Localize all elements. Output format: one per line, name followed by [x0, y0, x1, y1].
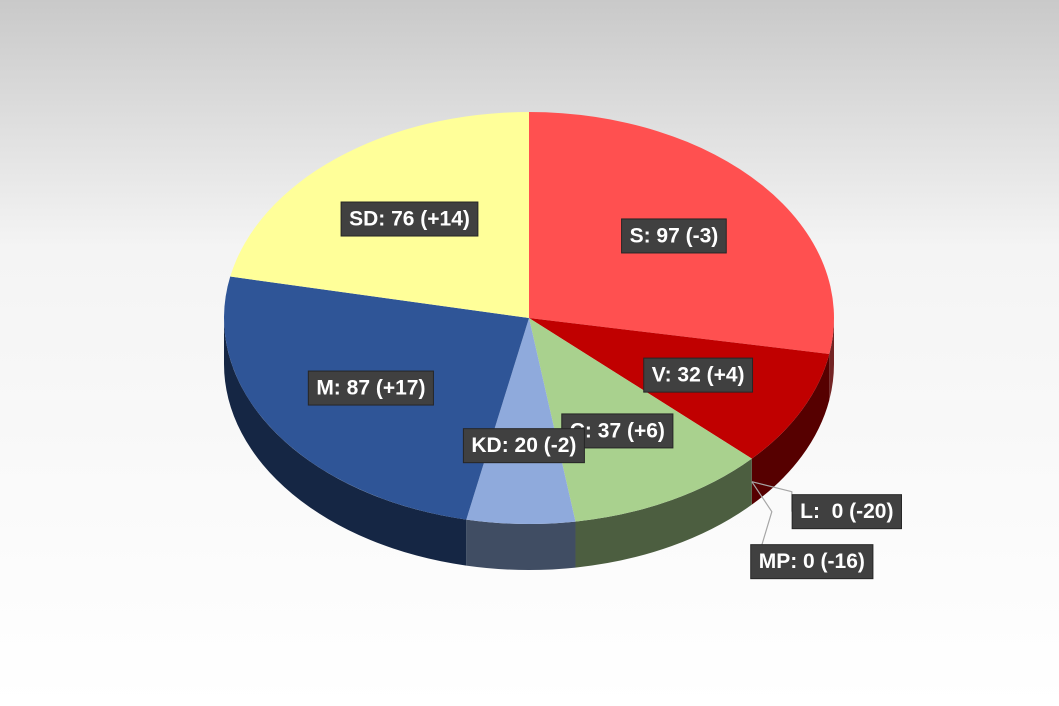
data-label: L: 0 (-20)	[791, 494, 902, 530]
label-box	[307, 370, 434, 406]
label-text: M: 87 (+17)	[316, 377, 425, 400]
label-box	[462, 428, 585, 464]
data-label: MP: 0 (-16)	[750, 544, 874, 580]
label-box	[643, 357, 754, 393]
data-label: SD: 76 (+14)	[340, 201, 479, 237]
data-label: S: 97 (-3)	[621, 218, 727, 254]
data-label: KD: 20 (-2)	[462, 428, 585, 464]
label-text: C: 37 (+6)	[570, 419, 665, 442]
slice-side	[751, 353, 830, 505]
label-text: S: 97 (-3)	[630, 224, 719, 247]
label-box	[750, 544, 874, 580]
data-label: M: 87 (+17)	[307, 370, 434, 406]
slice-side	[575, 458, 752, 568]
pie-sides	[224, 318, 834, 570]
data-label: V: 32 (+4)	[643, 357, 754, 393]
slice	[466, 318, 576, 524]
label-text: L: 0 (-20)	[800, 500, 893, 523]
label-box	[621, 218, 727, 254]
slice-side	[829, 318, 834, 400]
data-labels: S: 97 (-3) V: 32 (+4) L: 0 (-20) MP: 0 (-16…	[307, 201, 902, 580]
label-box	[340, 201, 479, 237]
label-text: SD: 76 (+14)	[349, 208, 470, 231]
label-text: KD: 20 (-2)	[471, 434, 576, 457]
slice-side	[466, 519, 576, 570]
slice-side	[224, 318, 467, 566]
label-text: V: 32 (+4)	[652, 364, 745, 387]
label-box	[791, 494, 902, 530]
label-text: MP: 0 (-16)	[759, 550, 865, 573]
